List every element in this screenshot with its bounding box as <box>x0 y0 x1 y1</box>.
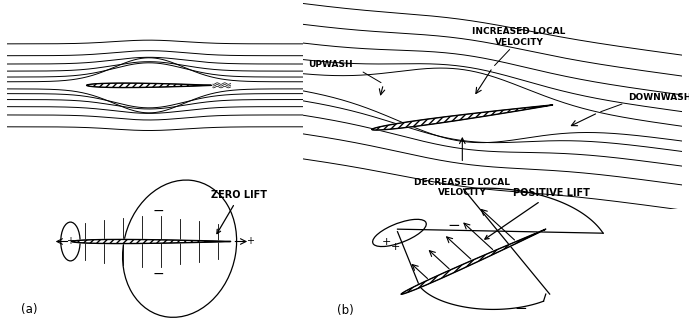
Text: DOWNWASH: DOWNWASH <box>628 93 689 102</box>
Polygon shape <box>372 105 553 130</box>
Text: $+$: $+$ <box>66 234 75 246</box>
Polygon shape <box>87 83 212 88</box>
Text: (b): (b) <box>336 304 353 317</box>
Text: $-$: $-$ <box>152 203 165 217</box>
Text: $-$: $-$ <box>514 299 527 314</box>
Text: ZERO LIFT: ZERO LIFT <box>212 190 267 233</box>
Polygon shape <box>72 240 231 243</box>
Polygon shape <box>402 229 546 294</box>
Text: $+$: $+$ <box>380 236 391 247</box>
Text: $+$: $+$ <box>245 234 254 246</box>
Text: DECREASED LOCAL
VELOCITY: DECREASED LOCAL VELOCITY <box>414 178 511 197</box>
Text: INCREASED LOCAL
VELOCITY: INCREASED LOCAL VELOCITY <box>473 27 566 47</box>
Text: $+$: $+$ <box>391 241 400 252</box>
Text: $-$: $-$ <box>152 266 165 280</box>
Text: $-$: $-$ <box>447 216 460 232</box>
Text: POSITIVE LIFT: POSITIVE LIFT <box>485 188 590 239</box>
Text: UPWASH: UPWASH <box>309 61 353 69</box>
Text: (a): (a) <box>21 303 38 316</box>
